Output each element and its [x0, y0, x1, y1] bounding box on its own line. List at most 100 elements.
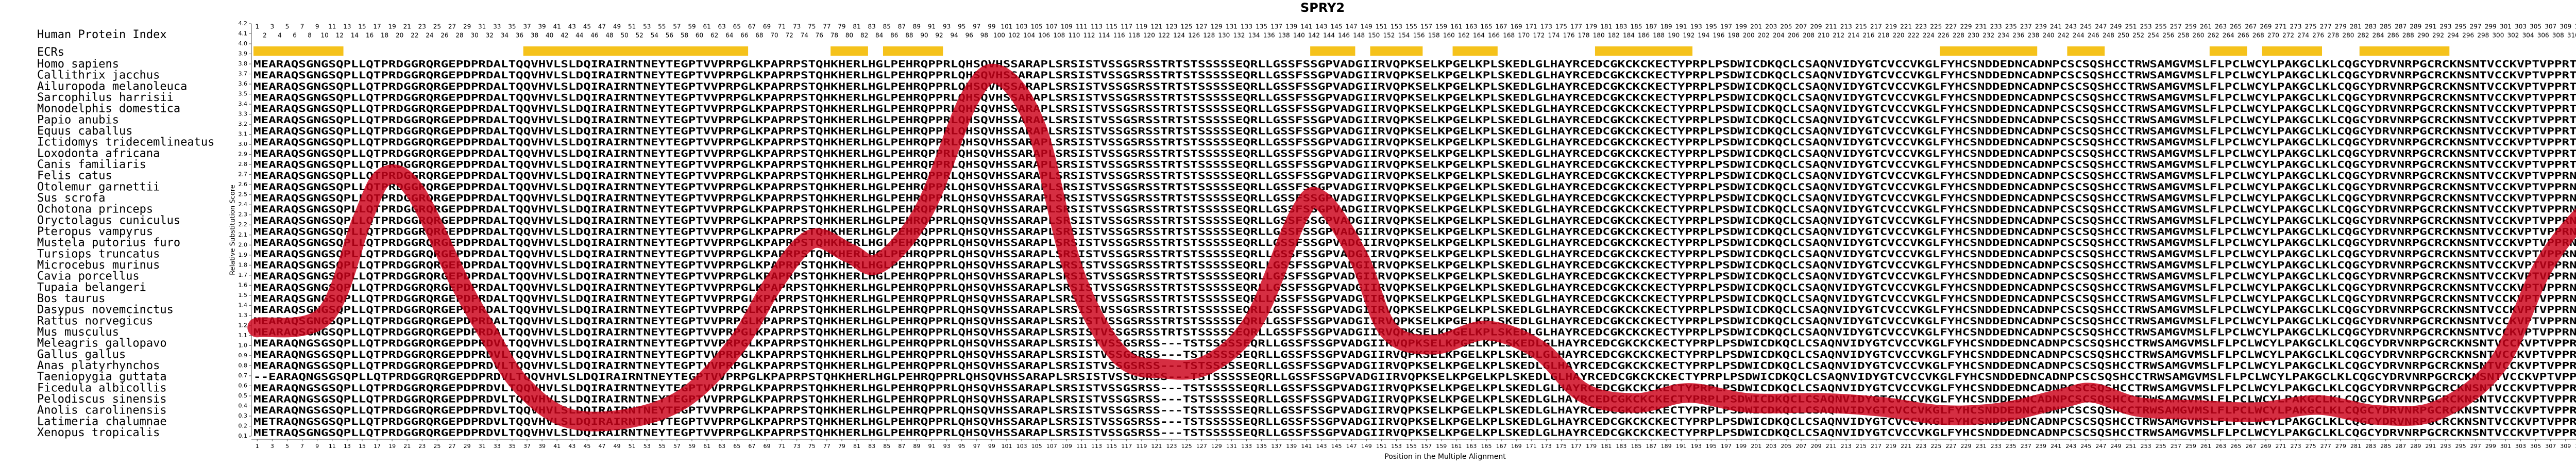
x-tick-label: 235 — [2006, 443, 2016, 450]
position-label: 153 — [1391, 23, 1402, 30]
position-label: 10 — [321, 32, 329, 39]
x-tick-label: 175 — [1556, 443, 1567, 450]
position-label: 206 — [1788, 32, 1800, 39]
position-label: 138 — [1278, 32, 1290, 39]
position-label: 200 — [1743, 32, 1755, 39]
sequence: MEARAQSGNGSQPLLQTPRDGGRQRGEPDPRDALTQQVHV… — [253, 271, 2576, 282]
position-label: 286 — [2387, 32, 2399, 39]
x-tick-label: 143 — [1316, 443, 1327, 450]
position-label: 39 — [538, 23, 546, 30]
position-label: 308 — [2552, 32, 2564, 39]
position-label: 101 — [1001, 23, 1013, 30]
position-label: 218 — [1878, 32, 1890, 39]
species-name: Homo sapiens — [37, 58, 119, 71]
position-label: 63 — [718, 23, 726, 30]
position-label: 65 — [733, 23, 741, 30]
position-label: 182 — [1608, 32, 1620, 39]
sequence: MEARAQNGSGSQPLLQTPRDGGRQRGEPDPRDVLTQQVHV… — [253, 383, 2576, 394]
sequence: MEARAQNGSGSQPLLQTPRDGGRQRGEPDPRDVLTQQVHV… — [253, 349, 2576, 360]
x-tick-label: 23 — [418, 443, 426, 450]
position-label: 283 — [2365, 23, 2377, 30]
x-tick-label: 33 — [494, 443, 501, 450]
position-label: 258 — [2177, 32, 2189, 39]
position-label: 180 — [1593, 32, 1605, 39]
x-tick-label: 241 — [2050, 443, 2061, 450]
y-tick-label: 2.7 — [239, 171, 248, 178]
position-label: 112 — [1083, 32, 1095, 39]
position-label: 259 — [2185, 23, 2197, 30]
position-label: 266 — [2238, 32, 2249, 39]
x-tick-label: 69 — [763, 443, 770, 450]
position-label: 109 — [1061, 23, 1073, 30]
position-label: 62 — [710, 32, 718, 39]
position-label: 52 — [636, 32, 643, 39]
x-tick-label: 137 — [1271, 443, 1282, 450]
x-tick-label: 65 — [733, 443, 740, 450]
position-label: 103 — [1016, 23, 1028, 30]
position-label: 217 — [1870, 23, 1882, 30]
y-tick-label: 2.5 — [239, 191, 248, 198]
species-name: Ochotona princeps — [37, 203, 153, 216]
x-tick-label: 287 — [2395, 443, 2406, 450]
y-tick-label: 2.3 — [239, 211, 248, 218]
x-tick-label: 91 — [928, 443, 936, 450]
position-label: 274 — [2297, 32, 2309, 39]
x-tick-label: 183 — [1616, 443, 1626, 450]
position-label: 114 — [1098, 32, 1110, 39]
species-name: Taeniopygia guttata — [37, 371, 167, 384]
position-label: 222 — [1908, 32, 1920, 39]
position-label: 97 — [973, 23, 980, 30]
x-tick-label: 195 — [1706, 443, 1717, 450]
position-label: 152 — [1383, 32, 1395, 39]
x-tick-label: 71 — [778, 443, 786, 450]
position-label: 83 — [868, 23, 876, 30]
x-tick-label: 265 — [2230, 443, 2241, 450]
y-tick-label: 0.2 — [239, 422, 248, 429]
position-label: 140 — [1293, 32, 1305, 39]
y-tick-label: 0.7 — [239, 372, 248, 379]
position-label: 229 — [1960, 23, 1972, 30]
position-label: 58 — [681, 32, 688, 39]
x-tick-label: 181 — [1601, 443, 1612, 450]
position-label: 154 — [1398, 32, 1410, 39]
position-label: 289 — [2410, 23, 2421, 30]
x-tick-label: 271 — [2276, 443, 2286, 450]
position-label: 281 — [2350, 23, 2362, 30]
position-label: 26 — [440, 32, 448, 39]
x-tick-label: 103 — [1016, 443, 1027, 450]
position-label: 50 — [620, 32, 628, 39]
position-label: 254 — [2147, 32, 2159, 39]
x-tick-label: 139 — [1286, 443, 1297, 450]
position-label: 181 — [1600, 23, 1612, 30]
x-tick-label: 151 — [1376, 443, 1387, 450]
x-tick-label: 185 — [1631, 443, 1641, 450]
position-label: 194 — [1698, 32, 1709, 39]
position-label: 139 — [1285, 23, 1297, 30]
position-label: 252 — [2132, 32, 2144, 39]
position-label: 185 — [1630, 23, 1642, 30]
position-label: 15 — [358, 23, 366, 30]
y-tick-label: 0.1 — [239, 433, 248, 439]
species-name: Mustela putorius furo — [37, 237, 180, 250]
position-label: 243 — [2065, 23, 2077, 30]
position-label: 310 — [2567, 32, 2576, 39]
x-tick-label: 9 — [315, 443, 319, 450]
position-label: 231 — [1975, 23, 1987, 30]
position-label: 244 — [2073, 32, 2084, 39]
x-tick-label: 289 — [2410, 443, 2421, 450]
position-label: 19 — [388, 23, 396, 30]
position-label: 211 — [1825, 23, 1837, 30]
position-label: 205 — [1780, 23, 1792, 30]
position-label: 150 — [1368, 32, 1380, 39]
position-label: 275 — [2305, 23, 2317, 30]
x-tick-label: 253 — [2141, 443, 2151, 450]
position-label: 175 — [1555, 23, 1567, 30]
x-tick-label: 215 — [1856, 443, 1867, 450]
position-label: 264 — [2223, 32, 2234, 39]
position-label: 280 — [2342, 32, 2354, 39]
y-tick-label: 2.9 — [239, 151, 248, 158]
species-name: Ficedula albicollis — [37, 382, 167, 394]
x-tick-label: 301 — [2500, 443, 2511, 450]
position-label: 225 — [1930, 23, 1942, 30]
y-tick-label: 2.4 — [239, 201, 248, 208]
